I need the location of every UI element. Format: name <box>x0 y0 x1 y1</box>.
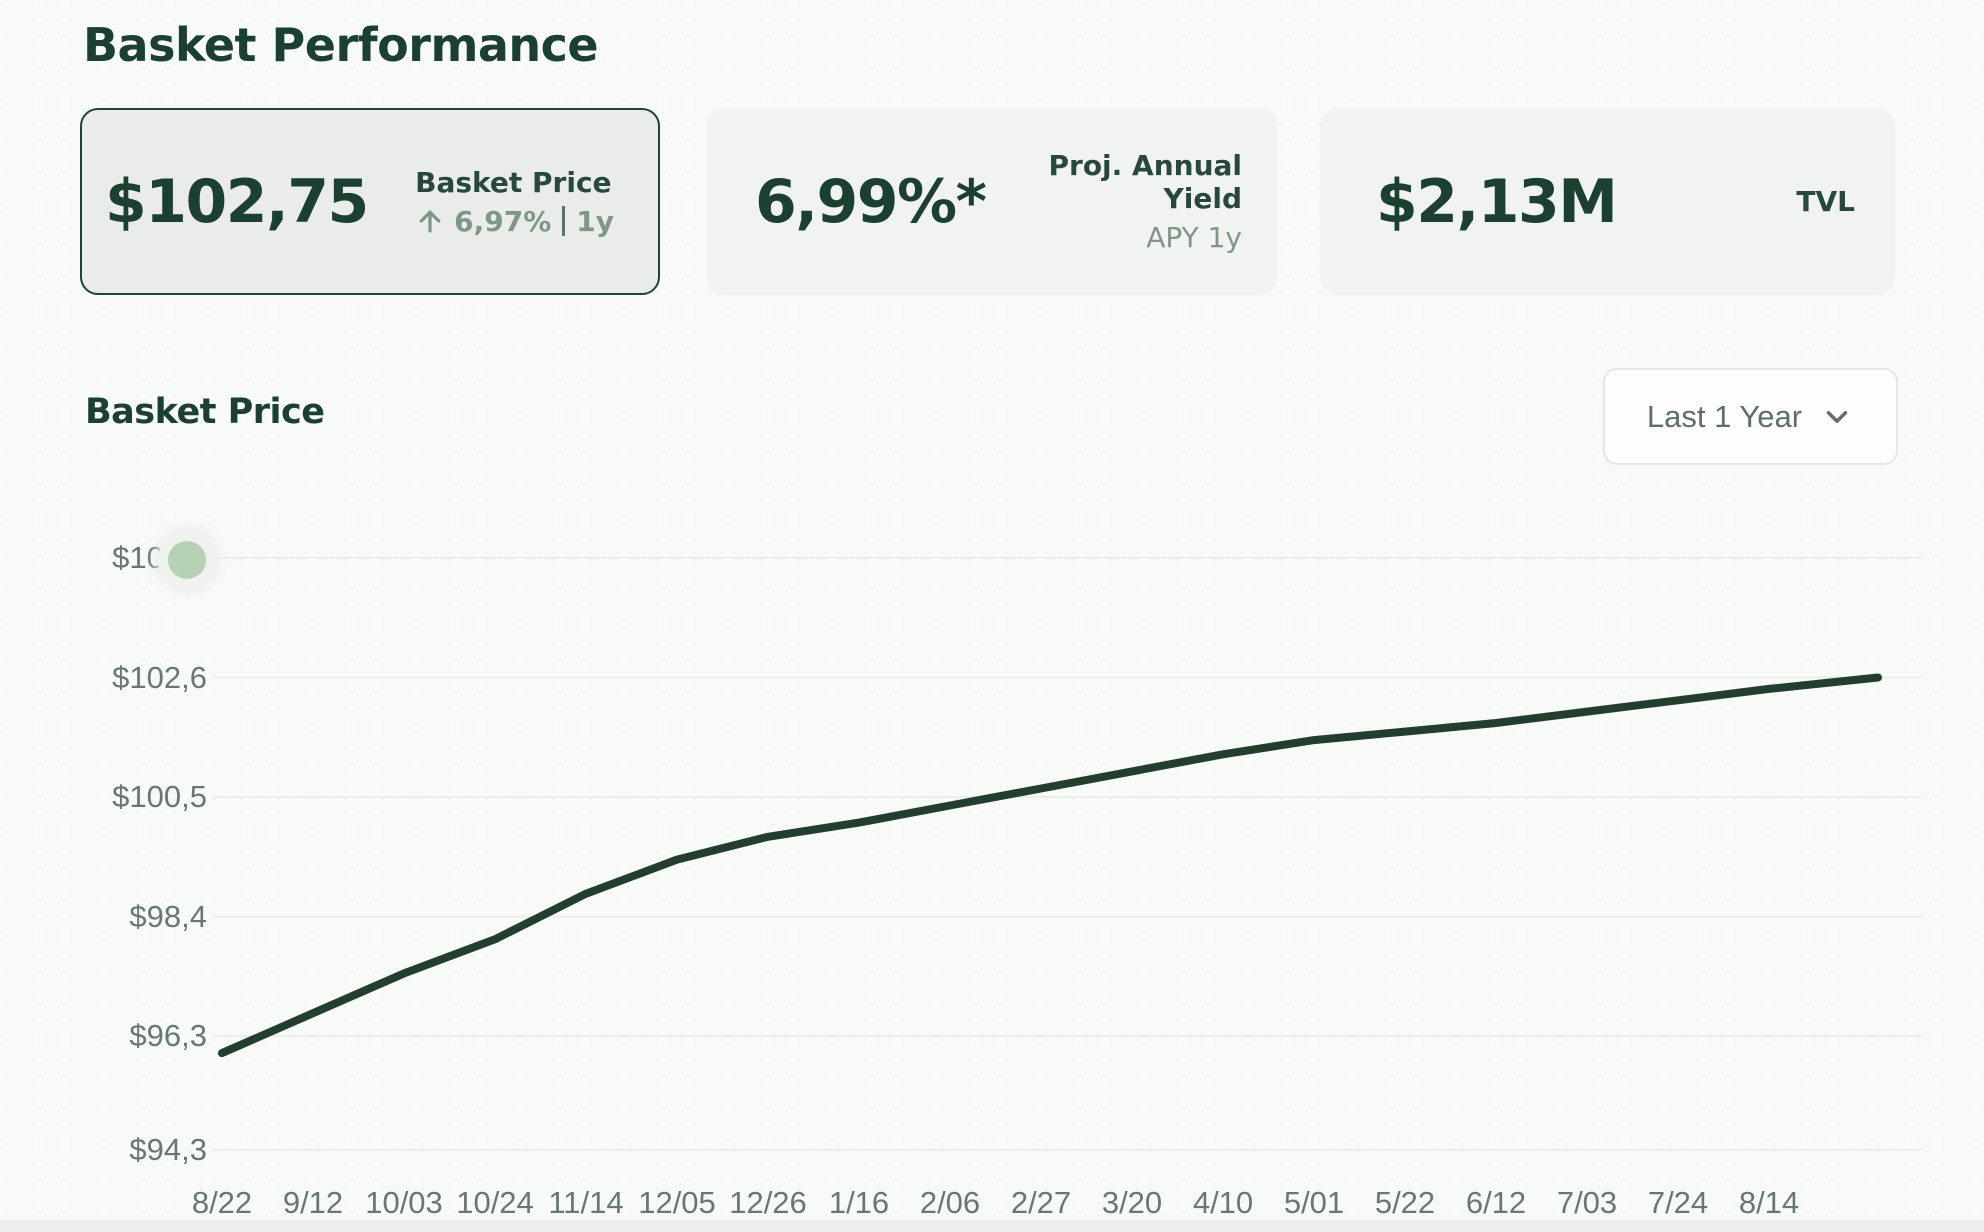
basket-price-card[interactable]: $102,75 Basket Price 6,97% 1y <box>80 108 660 295</box>
x-axis-label: 7/24 <box>1647 1185 1709 1220</box>
y-axis-label: $96,3 <box>129 1018 207 1053</box>
time-range-select[interactable]: Last 1 Year <box>1603 368 1898 465</box>
chevron-down-icon <box>1826 410 1848 423</box>
time-range-value: Last 1 Year <box>1646 398 1803 434</box>
x-axis-label: 5/01 <box>1283 1185 1345 1220</box>
y-axis-label: $102,6 <box>112 659 207 695</box>
y-axis-label: $100,5 <box>112 779 207 814</box>
x-axis-label: 3/20 <box>1101 1185 1163 1220</box>
tvl-meta: TVL <box>1796 185 1855 218</box>
arrow-up-icon <box>419 210 441 233</box>
x-axis-label: 7/03 <box>1556 1185 1618 1220</box>
basket-price-change-row: 6,97% 1y <box>415 205 614 238</box>
price-chart <box>213 557 1922 1151</box>
proj-yield-sublabel: APY 1y <box>1146 221 1242 254</box>
chart-section-title: Basket Price <box>85 392 325 432</box>
x-axis-label: 6/12 <box>1465 1185 1527 1220</box>
x-axis-label: 4/10 <box>1192 1185 1254 1220</box>
price-line <box>218 673 1882 1058</box>
x-axis-label: 10/03 <box>365 1185 443 1220</box>
chart-highlight-dot <box>168 541 206 579</box>
tvl-value: $2,13M <box>1376 166 1618 237</box>
x-axis-label: 1/16 <box>828 1185 890 1220</box>
bottom-strip <box>0 1220 1984 1232</box>
basket-price-value: $102,75 <box>105 166 369 237</box>
tvl-card[interactable]: $2,13M TVL <box>1320 108 1895 295</box>
x-axis-label: 12/05 <box>638 1185 716 1220</box>
x-axis-label: 12/26 <box>729 1185 807 1220</box>
y-axis-label: $94,3 <box>129 1131 207 1167</box>
x-axis-label: 10/24 <box>456 1185 534 1220</box>
chart-highlight-halo <box>158 531 216 589</box>
basket-price-change: 6,97% <box>454 204 552 238</box>
x-axis-label: 8/22 <box>191 1185 253 1220</box>
divider <box>562 206 566 236</box>
y-axis-label: $98,4 <box>129 898 207 934</box>
proj-yield-card[interactable]: 6,99%* Proj. Annual Yield APY 1y <box>706 108 1277 295</box>
basket-price-meta: Basket Price 6,97% 1y <box>415 166 614 238</box>
proj-yield-label: Proj. Annual Yield <box>1048 149 1242 215</box>
tvl-label: TVL <box>1796 185 1855 218</box>
x-axis-label: 8/14 <box>1738 1185 1800 1220</box>
x-axis-label: 2/06 <box>919 1185 981 1220</box>
basket-price-period: 1y <box>576 204 614 238</box>
proj-yield-value: 6,99%* <box>755 166 987 237</box>
x-axis-label: 11/14 <box>548 1185 624 1220</box>
x-axis-label: 2/27 <box>1010 1185 1072 1220</box>
chart-gridlines <box>213 557 1922 1151</box>
basket-price-label: Basket Price <box>415 165 612 199</box>
proj-yield-meta: Proj. Annual Yield APY 1y <box>986 149 1242 254</box>
x-axis-label: 9/12 <box>282 1185 344 1220</box>
x-axis-label: 5/22 <box>1374 1185 1436 1220</box>
page-title: Basket Performance <box>83 18 599 72</box>
